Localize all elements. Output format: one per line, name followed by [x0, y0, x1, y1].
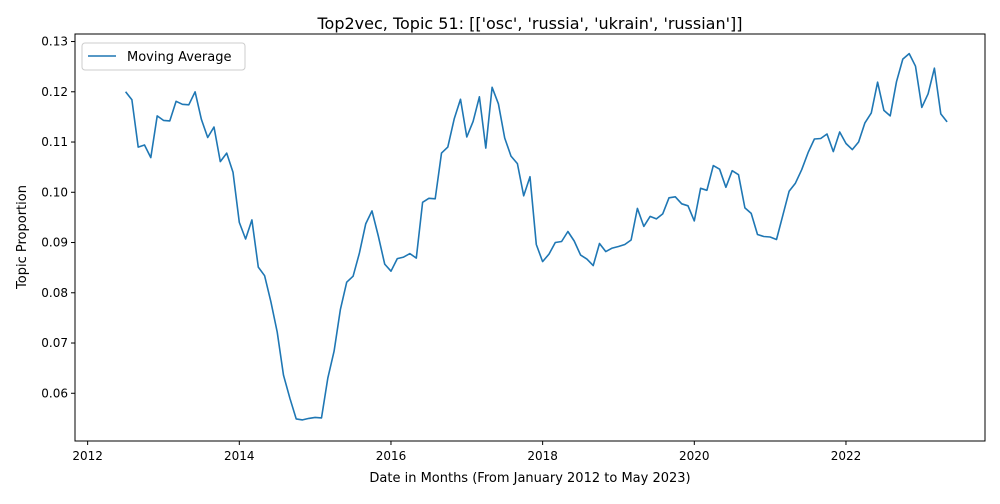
y-tick-label: 0.11: [41, 135, 68, 149]
y-tick-label: 0.07: [41, 336, 68, 350]
plot-frame: [74, 33, 986, 442]
legend: Moving Average: [81, 42, 246, 71]
y-tick-label: 0.12: [41, 85, 68, 99]
legend-label: Moving Average: [127, 50, 231, 65]
y-tick-label: 0.13: [41, 35, 68, 49]
x-tick-label: 2020: [679, 449, 710, 463]
legend-box: [81, 42, 246, 71]
x-axis-label: Date in Months (From January 2012 to May…: [369, 471, 690, 486]
y-tick-label: 0.10: [41, 185, 68, 199]
y-axis-label: Topic Proportion: [15, 185, 30, 290]
y-tick-label: 0.09: [41, 236, 68, 250]
x-tick-label: 2012: [72, 449, 103, 463]
chart-title: Top2vec, Topic 51: [['osc', 'russia', 'u…: [316, 14, 742, 33]
x-tick-label: 2018: [527, 449, 558, 463]
x-tick-label: 2022: [831, 449, 862, 463]
y-tick-label: 0.08: [41, 286, 68, 300]
series-line-moving-average: [124, 52, 948, 421]
x-tick-label: 2016: [376, 449, 407, 463]
x-tick-label: 2014: [224, 449, 255, 463]
y-tick-label: 0.06: [41, 386, 68, 400]
